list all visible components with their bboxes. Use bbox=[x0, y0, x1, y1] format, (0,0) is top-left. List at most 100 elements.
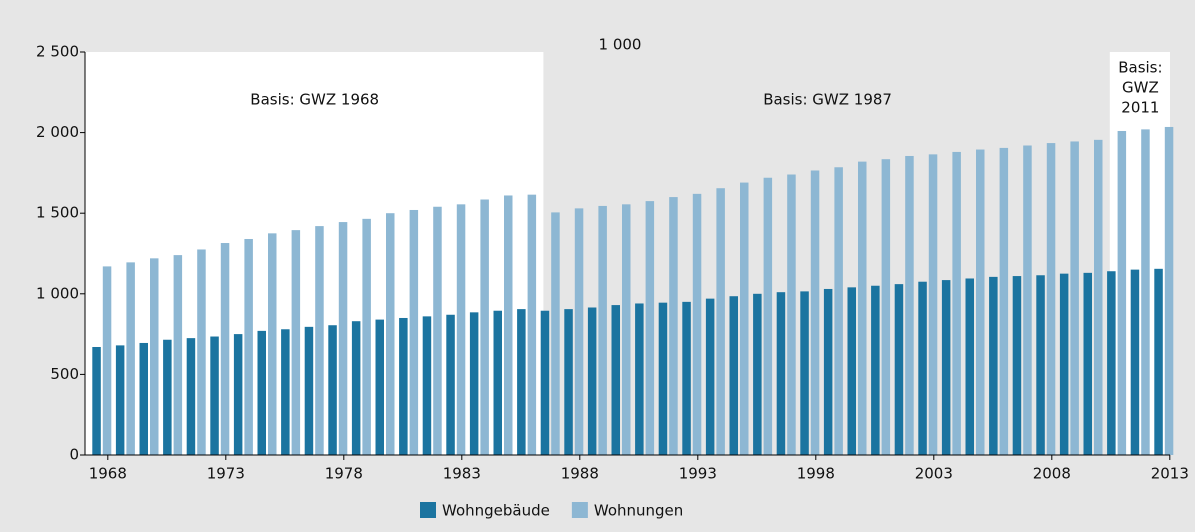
bar bbox=[233, 334, 243, 455]
bar bbox=[1070, 141, 1079, 455]
bar bbox=[776, 292, 786, 455]
bar bbox=[928, 154, 938, 455]
bar bbox=[1036, 275, 1045, 455]
bar bbox=[186, 338, 196, 455]
bar bbox=[598, 205, 607, 455]
x-tick-label: 1983 bbox=[443, 465, 481, 483]
bar bbox=[740, 182, 749, 455]
x-tick-label: 1978 bbox=[325, 465, 363, 483]
bar bbox=[1046, 143, 1056, 455]
x-tick-label: 2008 bbox=[1033, 465, 1071, 483]
bar bbox=[304, 326, 314, 455]
bar bbox=[220, 243, 230, 455]
bar bbox=[894, 284, 904, 455]
period-annotation: Basis: GWZ 1968 bbox=[250, 91, 379, 109]
bar bbox=[375, 319, 384, 455]
bar bbox=[1107, 271, 1116, 455]
y-tick-label: 1 500 bbox=[36, 204, 79, 222]
bar bbox=[150, 258, 159, 455]
bar bbox=[517, 309, 526, 455]
x-tick-label: 2003 bbox=[915, 465, 953, 483]
bar bbox=[999, 147, 1009, 455]
bar bbox=[446, 314, 455, 455]
x-tick-label: 2013 bbox=[1151, 465, 1189, 483]
bar bbox=[881, 159, 891, 455]
x-tick-label: 1968 bbox=[89, 465, 127, 483]
y-tick-label: 500 bbox=[50, 365, 79, 383]
x-tick-label: 1998 bbox=[797, 465, 835, 483]
bar bbox=[139, 342, 148, 455]
bar bbox=[658, 302, 668, 455]
bar bbox=[480, 199, 489, 455]
legend-swatch bbox=[420, 502, 436, 518]
bar bbox=[268, 233, 277, 455]
x-tick-label: 1973 bbox=[207, 465, 245, 483]
bar bbox=[1164, 126, 1174, 455]
bar bbox=[729, 296, 738, 455]
bar bbox=[800, 291, 809, 455]
bar bbox=[257, 330, 266, 455]
bar bbox=[433, 206, 442, 455]
unit-label: 1 000 bbox=[599, 36, 642, 54]
bar bbox=[315, 226, 324, 455]
bar bbox=[1117, 130, 1127, 455]
period-background bbox=[85, 52, 544, 455]
x-tick-label: 1988 bbox=[561, 465, 599, 483]
bar bbox=[941, 280, 951, 455]
bar bbox=[763, 177, 773, 455]
bar bbox=[611, 305, 620, 455]
bar bbox=[753, 293, 762, 455]
bar bbox=[422, 316, 432, 455]
bar bbox=[409, 209, 419, 455]
bar bbox=[1023, 145, 1032, 455]
bar bbox=[716, 188, 725, 456]
bar bbox=[115, 345, 125, 455]
bar bbox=[918, 281, 927, 455]
bar bbox=[1094, 139, 1103, 455]
y-tick-label: 2 000 bbox=[36, 123, 79, 141]
bar bbox=[858, 161, 867, 455]
bar bbox=[635, 303, 644, 455]
period-annotation: Basis: bbox=[1118, 59, 1162, 77]
bar bbox=[351, 321, 361, 455]
bar bbox=[163, 339, 172, 455]
legend-label: Wohnungen bbox=[594, 502, 683, 520]
bar bbox=[692, 193, 702, 455]
bar bbox=[1059, 273, 1069, 455]
bar bbox=[210, 336, 219, 455]
legend-label: Wohngebäude bbox=[442, 502, 550, 520]
bar bbox=[126, 262, 135, 455]
bar bbox=[1083, 272, 1092, 455]
y-tick-label: 2 500 bbox=[36, 43, 79, 61]
bar bbox=[645, 201, 655, 455]
bar bbox=[669, 197, 678, 455]
bar bbox=[493, 310, 502, 455]
bar bbox=[362, 218, 371, 455]
bar bbox=[328, 325, 337, 455]
period-annotation: GWZ bbox=[1122, 79, 1159, 97]
bar bbox=[540, 310, 550, 455]
bar bbox=[469, 312, 479, 455]
bar bbox=[527, 194, 537, 456]
bar bbox=[682, 301, 691, 455]
bar bbox=[810, 170, 820, 455]
bar bbox=[551, 212, 560, 455]
bar bbox=[102, 266, 112, 455]
bar bbox=[1012, 276, 1022, 455]
bar bbox=[197, 249, 206, 455]
bar bbox=[92, 346, 101, 455]
bar bbox=[705, 298, 715, 455]
bar bbox=[291, 230, 301, 455]
bar bbox=[823, 288, 833, 455]
bar bbox=[787, 174, 796, 455]
bar bbox=[1154, 268, 1163, 455]
bar bbox=[338, 222, 348, 455]
bar bbox=[976, 149, 985, 455]
bar bbox=[574, 208, 584, 455]
bar bbox=[1130, 269, 1140, 455]
bar bbox=[847, 287, 856, 455]
bar bbox=[622, 204, 631, 455]
bar bbox=[587, 307, 597, 455]
y-tick-label: 1 000 bbox=[36, 284, 79, 302]
